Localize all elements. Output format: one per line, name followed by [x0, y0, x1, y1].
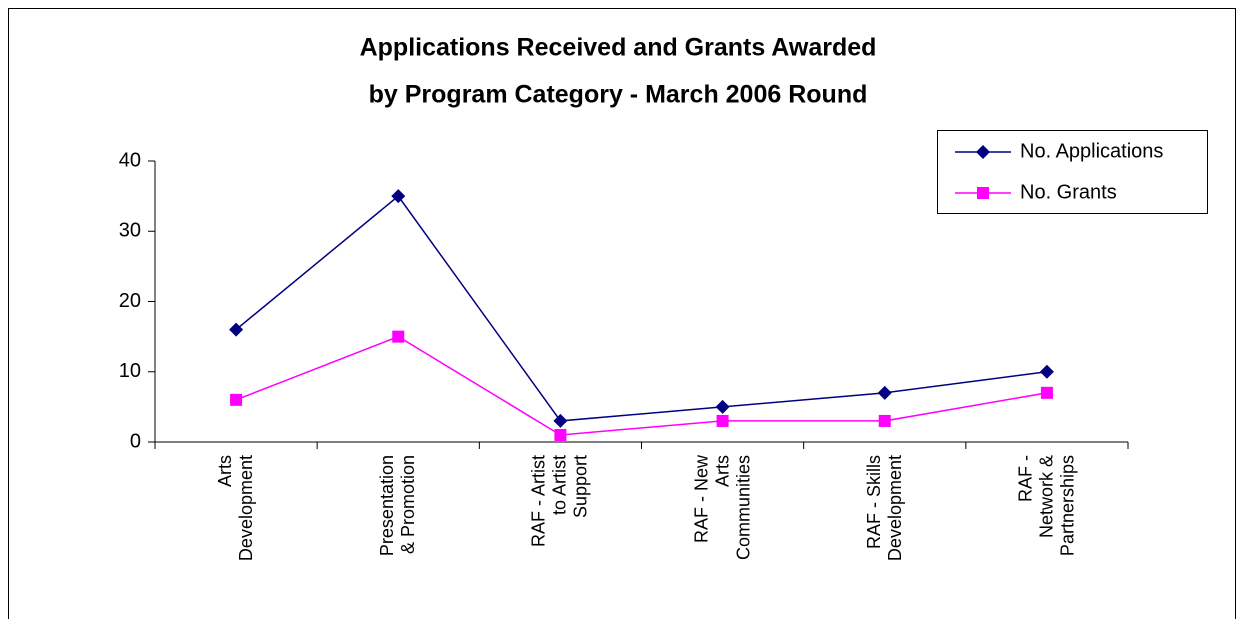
chart-title: by Program Category - March 2006 Round	[369, 81, 868, 109]
chart-title: Applications Received and Grants Awarded	[360, 34, 877, 62]
x-tick-label: Arts Development	[215, 455, 257, 562]
series-line	[235, 335, 1048, 436]
point	[230, 393, 243, 406]
point	[554, 428, 567, 441]
x-tick-label: RAF - Network & Partnerships	[1015, 455, 1078, 557]
point	[392, 330, 405, 343]
point	[229, 322, 244, 337]
y-tick-label: 40	[119, 149, 141, 171]
point	[878, 414, 891, 427]
legend-marker	[977, 187, 989, 199]
point	[1039, 364, 1054, 379]
x-tick-label: RAF - Skills Development	[863, 455, 905, 562]
x-tick-label: Presentation & Promotion	[377, 455, 419, 557]
y-tick-label: 0	[130, 430, 141, 452]
point	[391, 189, 406, 204]
chart-border	[8, 8, 1236, 619]
y-tick-label: 30	[119, 220, 141, 242]
y-tick-label: 20	[119, 290, 141, 312]
point	[715, 399, 730, 414]
legend-box	[937, 130, 1208, 214]
point	[553, 413, 568, 428]
series-line	[235, 195, 1048, 422]
legend-label: No. Grants	[1020, 181, 1117, 203]
point	[716, 414, 729, 427]
legend-marker	[976, 145, 990, 159]
point	[1040, 386, 1053, 399]
point	[877, 385, 892, 400]
x-tick-label: RAF - Artist to Artist Support	[528, 455, 591, 548]
x-tick-label: RAF - New Arts Communities	[691, 455, 754, 561]
y-tick-label: 10	[119, 360, 141, 382]
legend-label: No. Applications	[1020, 140, 1163, 162]
